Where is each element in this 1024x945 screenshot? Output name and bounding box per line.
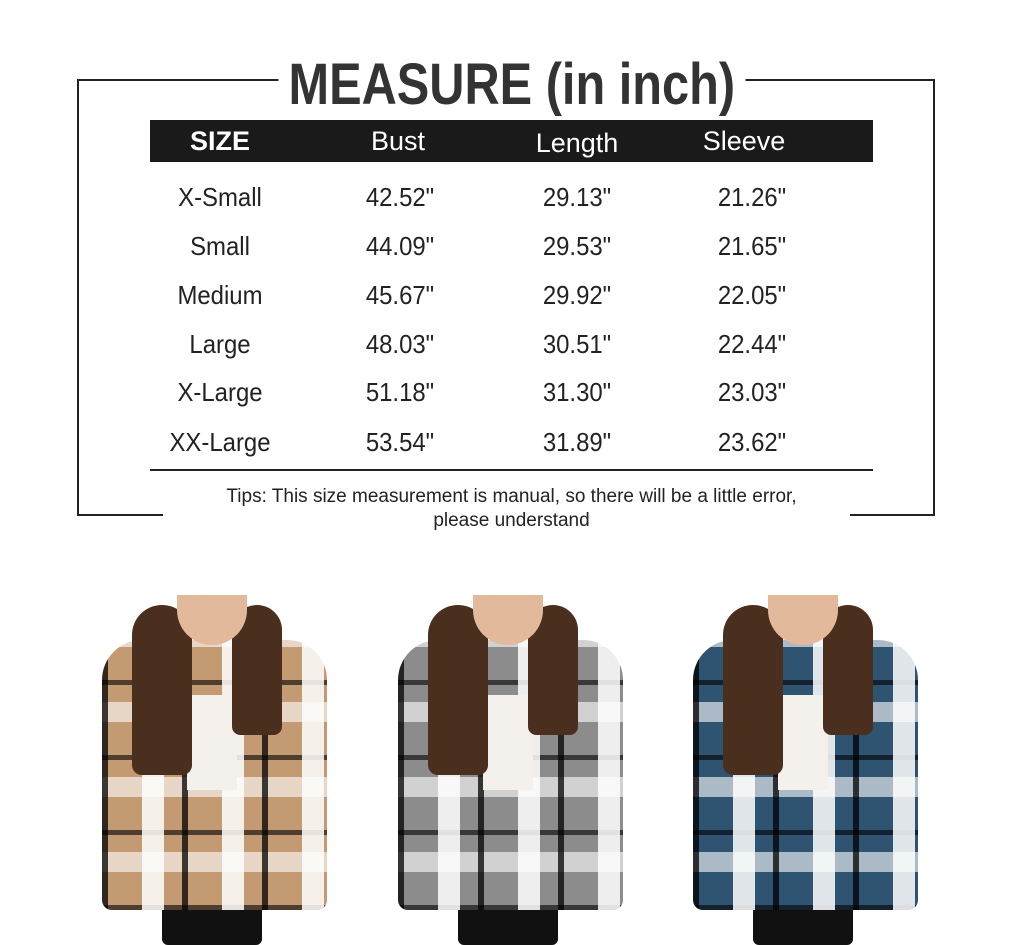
- white-top: [187, 695, 237, 790]
- bust-cell: 45.67": [365, 280, 435, 310]
- bust-cell: 53.54": [365, 427, 435, 457]
- product-photo: [683, 595, 928, 945]
- size-cell: Large: [189, 329, 251, 359]
- table-header: SIZE Bust Length Sleeve: [150, 120, 873, 162]
- sleeve-cell: 21.26": [717, 182, 787, 212]
- size-cell: X-Small: [178, 182, 262, 212]
- size-cell: XX-Large: [169, 427, 271, 457]
- tips-line-1: Tips: This size measurement is manual, s…: [226, 486, 797, 507]
- table-row: Large 48.03" 30.51" 22.44": [150, 329, 873, 369]
- header-length: Length: [535, 128, 619, 158]
- hair: [723, 605, 783, 775]
- frame-bottom-right: [850, 514, 935, 516]
- length-cell: 29.92": [542, 280, 612, 310]
- table-bottom-rule: [150, 469, 873, 471]
- length-cell: 31.89": [542, 427, 612, 457]
- sleeve-cell: 23.62": [717, 427, 787, 457]
- white-top: [778, 695, 828, 790]
- white-top: [483, 695, 533, 790]
- product-photo: [388, 595, 633, 945]
- sleeve-cell: 21.65": [717, 231, 787, 261]
- hair: [132, 605, 192, 775]
- header-sleeve: Sleeve: [702, 126, 786, 156]
- size-cell: X-Large: [177, 377, 263, 407]
- table-row: Small 44.09" 29.53" 21.65": [150, 231, 873, 271]
- size-cell: Small: [190, 231, 250, 261]
- header-size: SIZE: [189, 126, 250, 156]
- frame-left: [77, 79, 79, 516]
- title-container: MEASURE (in inch): [0, 50, 1024, 120]
- bust-cell: 48.03": [365, 329, 435, 359]
- table-row: Medium 45.67" 29.92" 22.05": [150, 280, 873, 320]
- size-cell: Medium: [177, 280, 263, 310]
- length-cell: 31.30": [542, 377, 612, 407]
- product-photo: [92, 595, 337, 945]
- frame-bottom-left: [77, 514, 163, 516]
- length-cell: 29.13": [542, 182, 612, 212]
- table-row: XX-Large 53.54" 31.89" 23.62": [150, 427, 873, 467]
- bust-cell: 42.52": [365, 182, 435, 212]
- page-title: MEASURE (in inch): [278, 50, 746, 120]
- length-cell: 30.51": [542, 329, 612, 359]
- table-row: X-Small 42.52" 29.13" 21.26": [150, 182, 873, 222]
- table-row: X-Large 51.18" 31.30" 23.03": [150, 377, 873, 417]
- sleeve-cell: 22.44": [717, 329, 787, 359]
- bust-cell: 44.09": [365, 231, 435, 261]
- hair: [428, 605, 488, 775]
- tips-text: Tips: This size measurement is manual, s…: [100, 485, 923, 533]
- sleeve-cell: 22.05": [717, 280, 787, 310]
- frame-right: [933, 79, 935, 516]
- bust-cell: 51.18": [365, 377, 435, 407]
- header-bust: Bust: [370, 126, 426, 156]
- sleeve-cell: 23.03": [717, 377, 787, 407]
- tips-line-2: please understand: [433, 510, 590, 531]
- length-cell: 29.53": [542, 231, 612, 261]
